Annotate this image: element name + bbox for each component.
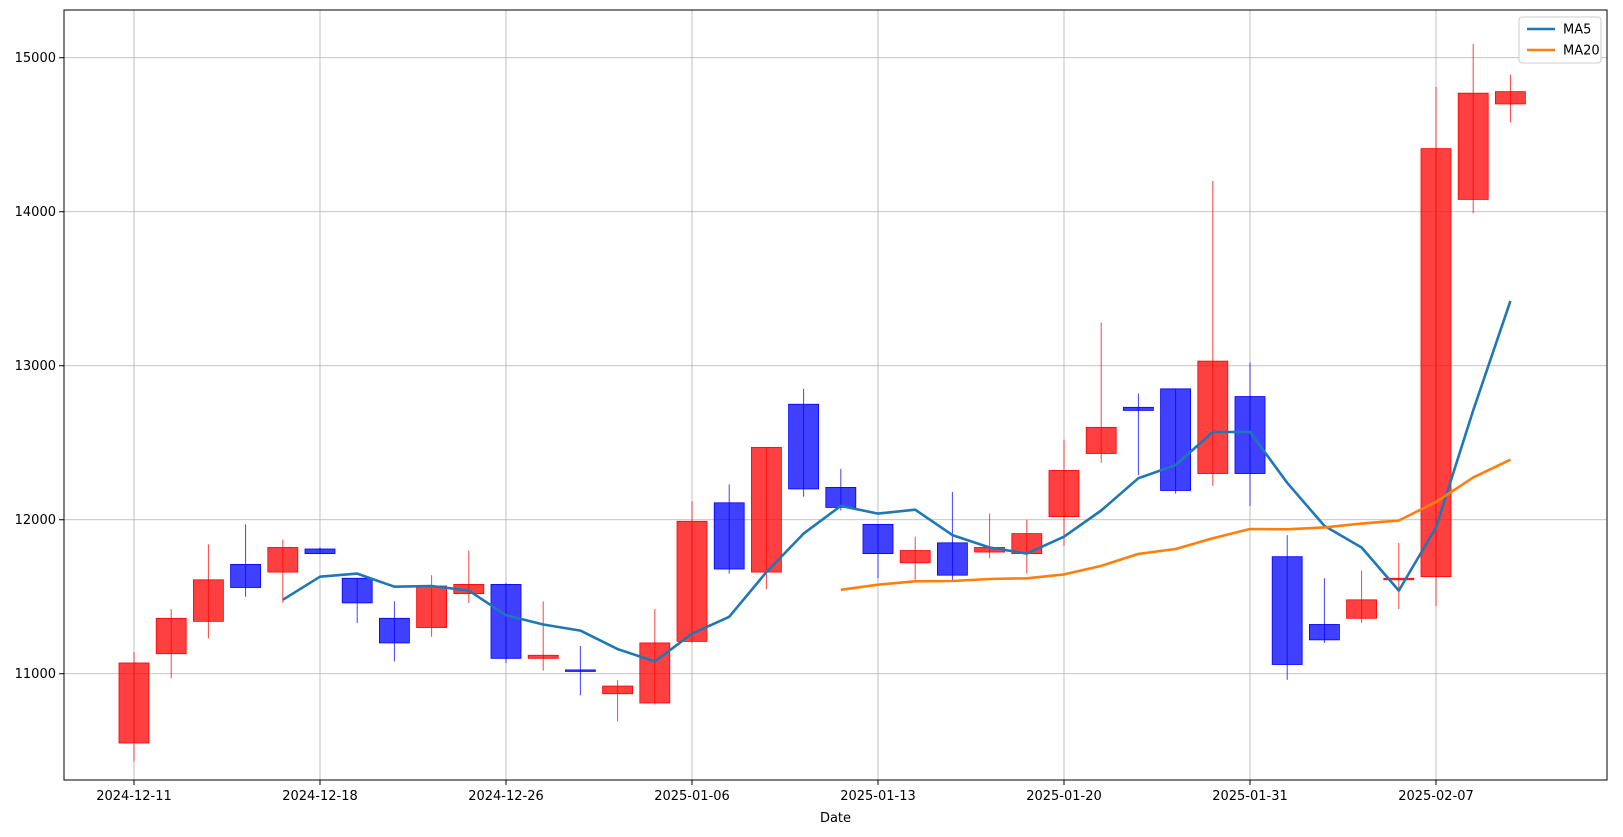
candle-body [192, 579, 224, 622]
candle-body [416, 585, 448, 628]
candle-body [118, 662, 150, 744]
candle-up [1011, 519, 1043, 574]
candle-body [1383, 577, 1415, 581]
candle-body [341, 577, 373, 604]
candle-body [788, 403, 819, 490]
candle-body [639, 642, 671, 704]
legend: MA5 MA20 [1518, 16, 1602, 64]
candle-up [267, 539, 299, 603]
x-axis-label: Date [820, 811, 851, 826]
candle-body [1457, 92, 1489, 200]
moving-average-lines [282, 300, 1512, 663]
candle-down [490, 582, 522, 663]
candle-down [1234, 362, 1266, 506]
candle-body [751, 446, 782, 573]
candle-body [155, 617, 187, 655]
candle-body [1495, 91, 1526, 105]
candle-body [1197, 360, 1229, 474]
candle-up [676, 501, 708, 643]
candle-down [230, 524, 262, 597]
candle-body [602, 685, 633, 695]
candle-body [1309, 624, 1340, 641]
legend-label: MA5 [1563, 23, 1591, 38]
candle-up [416, 575, 448, 637]
x-tick-label: 2025-01-13 [840, 789, 916, 804]
y-tick-label: 14000 [15, 205, 56, 220]
candle-up [155, 609, 187, 679]
candle-body [1160, 388, 1191, 491]
axis-ticks: 11000 12000 13000 14000 15000 2024-12-11 2024-… [15, 51, 1474, 804]
candle-up [527, 601, 559, 671]
candle-down [1123, 393, 1154, 476]
candle-up [118, 652, 150, 762]
candle-body [1420, 148, 1452, 578]
candle-up [1457, 43, 1489, 214]
candle-down [565, 646, 596, 696]
candle-up [1346, 570, 1377, 623]
candles [118, 43, 1526, 762]
candle-up [192, 544, 224, 639]
x-tick-label: 2024-12-26 [468, 789, 544, 804]
x-tick-label: 2025-01-31 [1212, 789, 1288, 804]
candle-down [304, 547, 336, 555]
candle-up [1197, 180, 1229, 486]
grid [64, 10, 1607, 780]
candle-body [1234, 396, 1266, 474]
x-tick-label: 2024-12-18 [282, 789, 358, 804]
ma20-line [840, 458, 1511, 592]
x-tick-label: 2025-01-06 [654, 789, 730, 804]
candle-down [788, 388, 819, 497]
candle-down [1160, 388, 1191, 494]
candle-body [937, 542, 968, 576]
candle-body [490, 584, 522, 659]
candle-body [899, 550, 931, 564]
candle-up [602, 679, 633, 722]
candle-body [267, 547, 299, 573]
candle-up [899, 536, 931, 582]
candle-body [676, 520, 708, 642]
candle-up [1048, 439, 1080, 546]
candle-body [825, 486, 857, 508]
candle-body [1271, 556, 1303, 665]
candle-up [1383, 542, 1415, 610]
candle-body [230, 564, 262, 588]
candle-body [1048, 470, 1080, 518]
candle-body [1346, 599, 1377, 619]
x-tick-label: 2024-12-11 [96, 789, 172, 804]
candle-body [1085, 426, 1117, 454]
candle-body [1123, 406, 1154, 411]
candle-up [1085, 322, 1117, 463]
x-tick-label: 2025-02-07 [1398, 789, 1474, 804]
legend-label: MA20 [1563, 44, 1600, 59]
candle-down [862, 523, 894, 579]
candle-body [862, 523, 894, 555]
candle-down [1309, 578, 1340, 643]
y-tick-label: 15000 [15, 51, 56, 66]
candle-down [713, 484, 745, 574]
plot-frame [63, 9, 1608, 781]
candle-up [751, 446, 782, 590]
candle-body [713, 502, 745, 570]
candle-body [304, 548, 336, 555]
candle-down [378, 601, 410, 662]
y-tick-label: 13000 [15, 359, 56, 374]
candle-up [1420, 87, 1452, 606]
candle-up [1495, 74, 1526, 123]
candle-down [1271, 535, 1303, 680]
candle-body [378, 617, 410, 644]
x-tick-label: 2025-01-20 [1026, 789, 1102, 804]
y-tick-label: 11000 [15, 667, 56, 682]
ma5-line [282, 300, 1512, 663]
candle-body [527, 654, 559, 659]
candle-down [341, 577, 373, 623]
candle-down [937, 492, 968, 582]
y-tick-label: 12000 [15, 513, 56, 528]
candle-body [565, 669, 596, 672]
